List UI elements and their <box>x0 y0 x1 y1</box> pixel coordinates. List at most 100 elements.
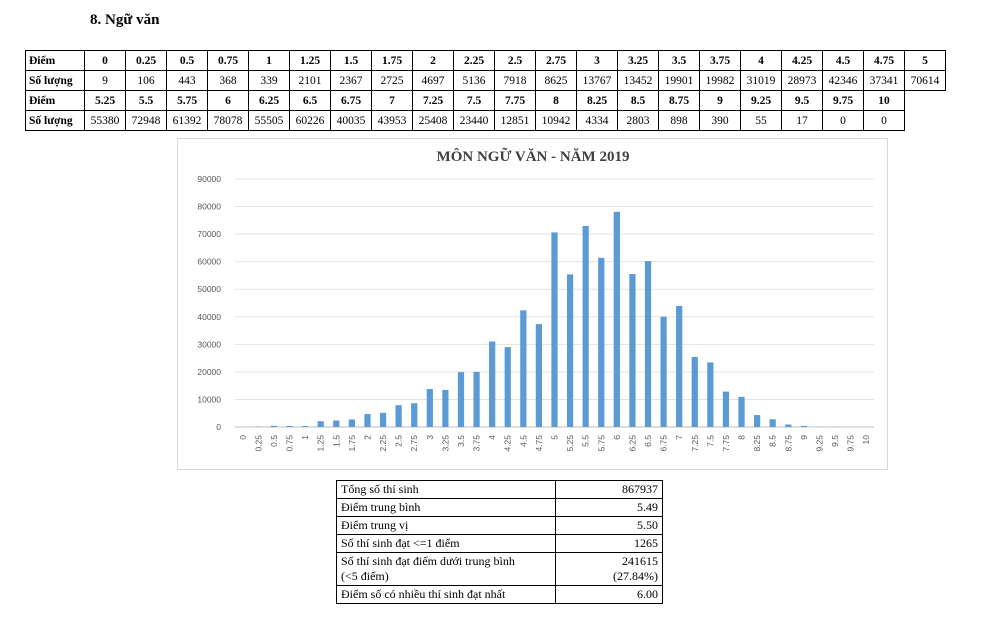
bar <box>753 415 761 427</box>
x-tick-label: 9.75 <box>846 435 856 452</box>
score-cell: 9 <box>699 90 741 111</box>
score-cell: 6.5 <box>289 90 331 111</box>
score-cell: 8.5 <box>617 90 659 111</box>
table-row-scores: Điểm 0 0.25 0.5 0.75 1 1.25 1.5 1.75 2 2.25 2.5 2.7… <box>25 50 946 71</box>
count-cell: 390 <box>699 110 741 131</box>
stats-label: Điểm trung vị <box>336 516 556 535</box>
score-cell: 3.5 <box>658 50 700 71</box>
bar <box>489 341 496 427</box>
stats-label: Số thí sinh đạt <=1 điểm <box>336 534 556 553</box>
score-cell: 0 <box>84 50 126 71</box>
count-cell: 8625 <box>535 70 577 91</box>
x-tick-label: 7 <box>674 435 684 440</box>
bar <box>566 274 574 427</box>
count-cell: 0 <box>863 110 905 131</box>
y-tick-label: 80000 <box>197 202 221 212</box>
count-cell: 9 <box>84 70 126 91</box>
score-cell: 1.25 <box>289 50 331 71</box>
stats-value: 867937 <box>555 480 663 499</box>
count-cell: 55 <box>740 110 782 131</box>
score-cell: 4.25 <box>781 50 823 71</box>
x-axis-ticks: 0 0.25 0.5 0.75 1 1.25 1.5 1.75 2 2.25 2.5 2.75 3 3.2… <box>238 435 871 452</box>
x-tick-label: 2.75 <box>409 435 419 452</box>
row-label-count: Số lượng <box>25 110 85 131</box>
y-tick-label: 70000 <box>197 229 221 239</box>
y-tick-label: 60000 <box>197 257 221 267</box>
count-cell: 339 <box>248 70 290 91</box>
count-cell: 2367 <box>330 70 372 91</box>
x-tick-label: 0.25 <box>253 435 263 452</box>
bar <box>333 420 340 427</box>
count-cell: 7918 <box>494 70 536 91</box>
count-cell: 25408 <box>412 110 454 131</box>
summary-stats-table: Tổng số thí sinh 867937 Điểm trung bình 5.4… <box>336 480 663 604</box>
bar <box>551 232 558 427</box>
score-cell: 3 <box>576 50 618 71</box>
count-cell: 2101 <box>289 70 331 91</box>
bar <box>520 310 527 427</box>
score-distribution-table: Điểm 0 0.25 0.5 0.75 1 1.25 1.5 1.75 2 2.25 2.5 2.7… <box>25 50 946 131</box>
count-cell: 13452 <box>617 70 659 91</box>
score-cell: 6.75 <box>330 90 372 111</box>
y-axis-ticks: 0 10000 20000 30000 40000 50000 60000 70000 8000… <box>197 174 221 432</box>
section-title: 8. Ngữ văn <box>90 12 160 28</box>
count-cell: 40035 <box>330 110 372 131</box>
score-cell: 7.5 <box>453 90 495 111</box>
stats-label: Số thí sinh đạt điểm dưới trung bình (<5 … <box>336 552 556 586</box>
count-cell: 55380 <box>84 110 126 131</box>
x-tick-label: 4 <box>487 435 497 440</box>
score-cell: 9.25 <box>740 90 782 111</box>
x-tick-label: 1.75 <box>347 435 357 452</box>
count-cell: 23440 <box>453 110 495 131</box>
x-tick-label: 7.25 <box>690 435 700 452</box>
x-tick-label: 5.75 <box>596 435 606 452</box>
y-tick-label: 40000 <box>197 312 221 322</box>
score-cell: 7.25 <box>412 90 454 111</box>
x-tick-label: 8.5 <box>768 435 778 447</box>
x-tick-label: 9.5 <box>830 435 840 447</box>
stats-label: Tổng số thí sinh <box>336 480 556 499</box>
stats-value: 5.49 <box>555 498 663 517</box>
x-tick-label: 9.25 <box>814 435 824 452</box>
x-tick-label: 5.5 <box>581 435 591 447</box>
stats-row: Điểm trung vị 5.50 <box>336 516 663 535</box>
count-cell: 28973 <box>781 70 823 91</box>
x-tick-label: 9 <box>799 435 809 440</box>
histogram-chart: MÔN NGỮ VĂN - NĂM 2019 0 10000 20000 30000 4… <box>177 138 888 470</box>
stats-row: Số thí sinh đạt <=1 điểm 1265 <box>336 534 663 553</box>
score-cell: 8 <box>535 90 577 111</box>
score-cell: 9.75 <box>822 90 864 111</box>
x-tick-label: 8.75 <box>783 435 793 452</box>
score-cell: 0.5 <box>166 50 208 71</box>
score-cell: 4.75 <box>863 50 905 71</box>
bar <box>800 425 807 427</box>
x-tick-label: 1.25 <box>316 435 326 452</box>
count-cell: 61392 <box>166 110 208 131</box>
bar <box>348 419 355 427</box>
y-tick-label: 20000 <box>197 367 221 377</box>
x-tick-label: 0 <box>238 435 248 440</box>
count-cell: 2725 <box>371 70 413 91</box>
bar <box>302 426 309 427</box>
stats-row: Điểm số có nhiều thí sinh đạt nhất 6.00 <box>336 585 663 604</box>
x-tick-label: 4.75 <box>534 435 544 452</box>
y-tick-label: 50000 <box>197 284 221 294</box>
count-cell: 19982 <box>699 70 741 91</box>
count-cell: 13767 <box>576 70 618 91</box>
score-cell: 7 <box>371 90 413 111</box>
row-label-count: Số lượng <box>25 70 85 91</box>
bar <box>785 424 792 427</box>
y-tick-label: 90000 <box>197 174 221 184</box>
row-label-score: Điểm <box>25 50 85 71</box>
count-cell: 4697 <box>412 70 454 91</box>
table-row-scores: Điểm 5.25 5.5 5.75 6 6.25 6.5 6.75 7 7.25 7.5 7.75… <box>25 90 946 111</box>
score-cell: 7.75 <box>494 90 536 111</box>
count-cell: 70614 <box>904 70 946 91</box>
score-cell: 10 <box>863 90 905 111</box>
score-cell: 5.75 <box>166 90 208 111</box>
stats-value: 6.00 <box>555 585 663 604</box>
score-cell: 8.75 <box>658 90 700 111</box>
score-cell: 3.25 <box>617 50 659 71</box>
bar <box>582 225 589 427</box>
y-tick-label: 30000 <box>197 339 221 349</box>
